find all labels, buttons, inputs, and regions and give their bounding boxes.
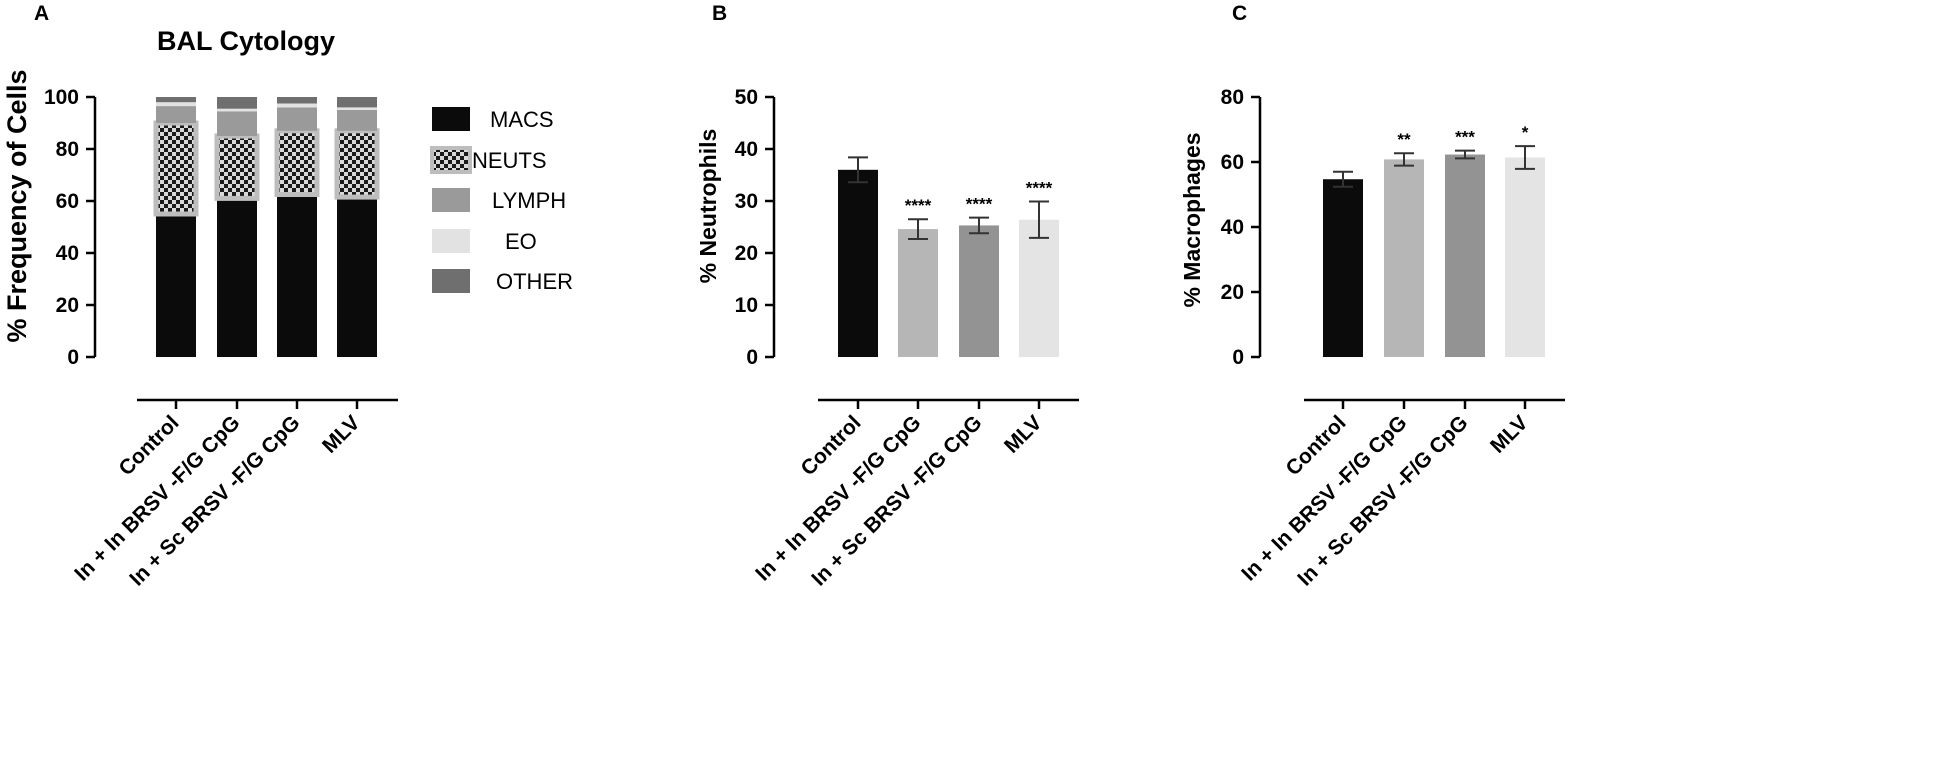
chart-b-bar (898, 229, 938, 357)
chart-a-ylabel: % Frequency of Cells (2, 69, 32, 342)
chart-c-bars: ** *** * (1323, 123, 1545, 357)
chart-a-y-tick-label: 60 (56, 190, 79, 213)
chart-b-category-label: MLV (1000, 411, 1047, 458)
chart-c-y-tick-label: 60 (1221, 151, 1244, 174)
chart-a-bar-lymph-segment (277, 107, 317, 131)
chart-a-category-label: MLV (318, 411, 365, 458)
chart-c-y-tick-label: 20 (1221, 281, 1244, 304)
chart-c-bar (1384, 159, 1424, 357)
chart-a-bar-macs-segment (156, 214, 196, 357)
chart-a-legend: MACS NEUTS LYMPH EO OTHER (430, 107, 573, 294)
chart-a-bar-lymph-segment (337, 110, 377, 131)
chart-b-significance-label: **** (1026, 179, 1053, 198)
chart-a-bar-macs-segment (337, 197, 377, 357)
legend-swatch-neuts (430, 146, 472, 174)
chart-c-significance-label: * (1522, 123, 1529, 142)
chart-b-bar (1019, 219, 1059, 357)
legend-label-eo: EO (505, 229, 537, 254)
chart-a-title: BAL Cytology (157, 26, 335, 56)
panel-letter-a: A (34, 2, 49, 25)
chart-a-bar-eo-segment (337, 107, 377, 110)
chart-a-y-tick-label: 20 (56, 294, 79, 317)
chart-b-bar (959, 225, 999, 357)
chart-a-bar-other-segment (337, 97, 377, 108)
chart-a-bar-eo-segment (277, 103, 317, 108)
legend-swatch-other (432, 269, 470, 293)
panel-letter-b: B (712, 2, 727, 25)
chart-a-bar-neuts-segment (274, 128, 320, 198)
chart-c-bar (1323, 179, 1363, 357)
chart-a-bar-other-segment (156, 97, 196, 103)
chart-c-bar (1445, 154, 1485, 357)
chart-a-bar-neuts-segment (334, 128, 380, 200)
chart-a-bar-eo-segment (217, 108, 257, 112)
chart-a-bar-neuts-segment (214, 133, 260, 201)
chart-b-y-tick-label: 0 (746, 346, 758, 369)
chart-c-bar (1505, 157, 1545, 357)
chart-a-y-tick-label: 80 (56, 138, 79, 161)
chart-a-y-tick-label: 0 (67, 346, 79, 369)
legend-label-neuts: NEUTS (472, 148, 547, 173)
chart-a-bar-eo-segment (156, 102, 196, 107)
chart-b-y-tick-label: 50 (735, 86, 758, 109)
chart-c-significance-label: *** (1455, 128, 1475, 147)
chart-a-bar-neuts-segment (153, 120, 199, 217)
chart-a-bars (153, 97, 380, 357)
chart-a-bar-macs-segment (277, 194, 317, 357)
legend-swatch-macs (432, 107, 470, 131)
chart-c-category-label: MLV (1486, 411, 1533, 458)
chart-a-y-tick-label: 40 (56, 242, 79, 265)
chart-b-significance-label: **** (966, 195, 993, 214)
chart-b-y-tick-label: 10 (735, 294, 758, 317)
chart-c-y-tick-label: 0 (1232, 346, 1244, 369)
chart-b-y-tick-label: 40 (735, 138, 758, 161)
chart-a-bar-macs-segment (217, 198, 257, 357)
panel-a-stacked-chart: BAL Cytology % Frequency of Cells 0 20 40 6… (2, 26, 573, 590)
legend-swatch-eo (432, 229, 470, 253)
chart-a-y-tick-label: 100 (44, 86, 79, 109)
chart-a-bar-other-segment (217, 97, 257, 109)
panel-letter-c: C (1232, 2, 1247, 25)
chart-b-bars: **** **** **** (838, 156, 1059, 357)
chart-b-y-tick-label: 20 (735, 242, 758, 265)
chart-b-y-tick-label: 30 (735, 190, 758, 213)
legend-label-other: OTHER (496, 269, 573, 294)
legend-label-macs: MACS (490, 107, 554, 132)
chart-a-bar-other-segment (277, 97, 317, 104)
chart-c-y-tick-label: 40 (1221, 216, 1244, 239)
chart-b-bar (838, 169, 878, 357)
chart-c-significance-label: ** (1397, 130, 1411, 149)
chart-a-bar-lymph-segment (156, 106, 196, 123)
legend-label-lymph: LYMPH (492, 188, 566, 213)
legend-swatch-lymph (432, 188, 470, 212)
chart-c-y-tick-label: 80 (1221, 86, 1244, 109)
chart-a-bar-lymph-segment (217, 111, 257, 136)
chart-b-significance-label: **** (905, 196, 932, 215)
chart-b-ylabel: % Neutrophils (695, 129, 721, 284)
chart-c-ylabel: % Macrophages (1179, 132, 1205, 307)
